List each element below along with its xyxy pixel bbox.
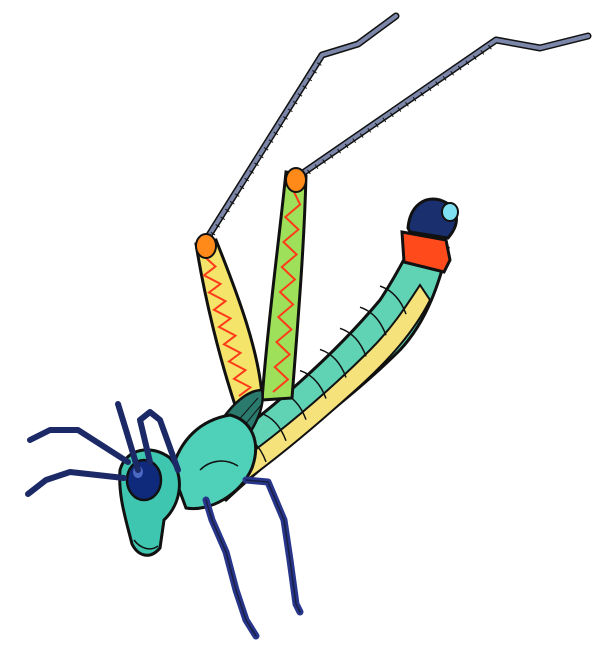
tibia-spine: [225, 208, 230, 213]
tibia-spine: [352, 138, 357, 144]
tibia-spine: [465, 60, 470, 66]
thorax: [170, 413, 258, 511]
tibia-spines-left: [210, 62, 322, 236]
tibia-spine: [382, 117, 387, 123]
tibia-spine: [435, 81, 439, 86]
tibia-spines-right: [307, 44, 492, 175]
tibia-spine: [442, 76, 447, 81]
antenna-left: [27, 427, 131, 465]
tibia-spine: [472, 55, 477, 60]
tibia-spine: [359, 133, 364, 138]
tibia-spine: [397, 107, 402, 112]
tibia-spine: [427, 86, 432, 92]
tibia-spine: [268, 139, 274, 143]
hind-femur-right: [260, 167, 308, 402]
tibia-spine: [374, 122, 379, 128]
front-leg: [202, 496, 260, 640]
tibia-spine: [278, 123, 284, 128]
antenna-right: [25, 469, 127, 497]
tibia-spine: [412, 96, 417, 102]
antenna-top: [115, 401, 181, 473]
tibia-spine: [329, 153, 334, 159]
tibia-spine: [307, 77, 313, 82]
tibia-spine: [307, 169, 311, 175]
tibia-spine: [210, 231, 216, 236]
tibia-spine: [287, 108, 293, 113]
tibia-spine: [314, 164, 319, 170]
hind-femur-left: [194, 233, 264, 411]
tibia-spine: [273, 131, 279, 136]
tibia-spine: [234, 193, 240, 197]
abdomen-segment-line: [299, 369, 327, 399]
tibia-spine: [263, 147, 269, 151]
abdomen-segment-line: [319, 348, 347, 378]
tibia-spine: [405, 102, 409, 107]
tibia-spine: [312, 69, 317, 74]
tibia-spine: [220, 216, 226, 220]
tibia-spine: [344, 143, 349, 149]
tibia-spine: [390, 112, 394, 118]
femur-stripe: [202, 257, 253, 397]
tibia-spine: [258, 154, 264, 159]
hind-tibia-right: [296, 32, 592, 179]
knee-joint: [285, 167, 307, 193]
tibia-spine: [229, 201, 235, 205]
tibia-spine: [457, 65, 462, 71]
tibia-spine: [254, 162, 259, 166]
compound-eye: [125, 458, 163, 502]
tibia-spine: [292, 100, 298, 105]
tibia-spine: [249, 170, 255, 174]
tibia-spine: [450, 70, 455, 76]
tibia-spine: [239, 185, 245, 190]
tibia-spine: [420, 91, 424, 97]
abdomen-segment-line: [379, 285, 407, 315]
tibia-spine: [367, 127, 372, 133]
tibia-spine: [322, 159, 326, 164]
abdomen-segment-line: [339, 327, 367, 357]
head: [118, 448, 181, 557]
tibia-spine: [215, 224, 221, 228]
tibia-spine: [337, 148, 341, 154]
tibia-spine: [316, 62, 322, 66]
tibia-spine: [302, 85, 308, 89]
tibia-spine: [283, 116, 288, 120]
tibia-spine: [244, 177, 250, 182]
knee-joint: [195, 233, 217, 259]
tibia-spine: [480, 50, 485, 55]
tibia-spine: [488, 44, 492, 50]
tibia-spine: [297, 93, 303, 97]
abdomen-segment-line: [259, 412, 287, 442]
middle-leg: [242, 476, 304, 616]
abdomen-tip: [400, 197, 459, 274]
femur-stripe: [272, 191, 302, 393]
abdomen-segment-line: [359, 306, 387, 336]
